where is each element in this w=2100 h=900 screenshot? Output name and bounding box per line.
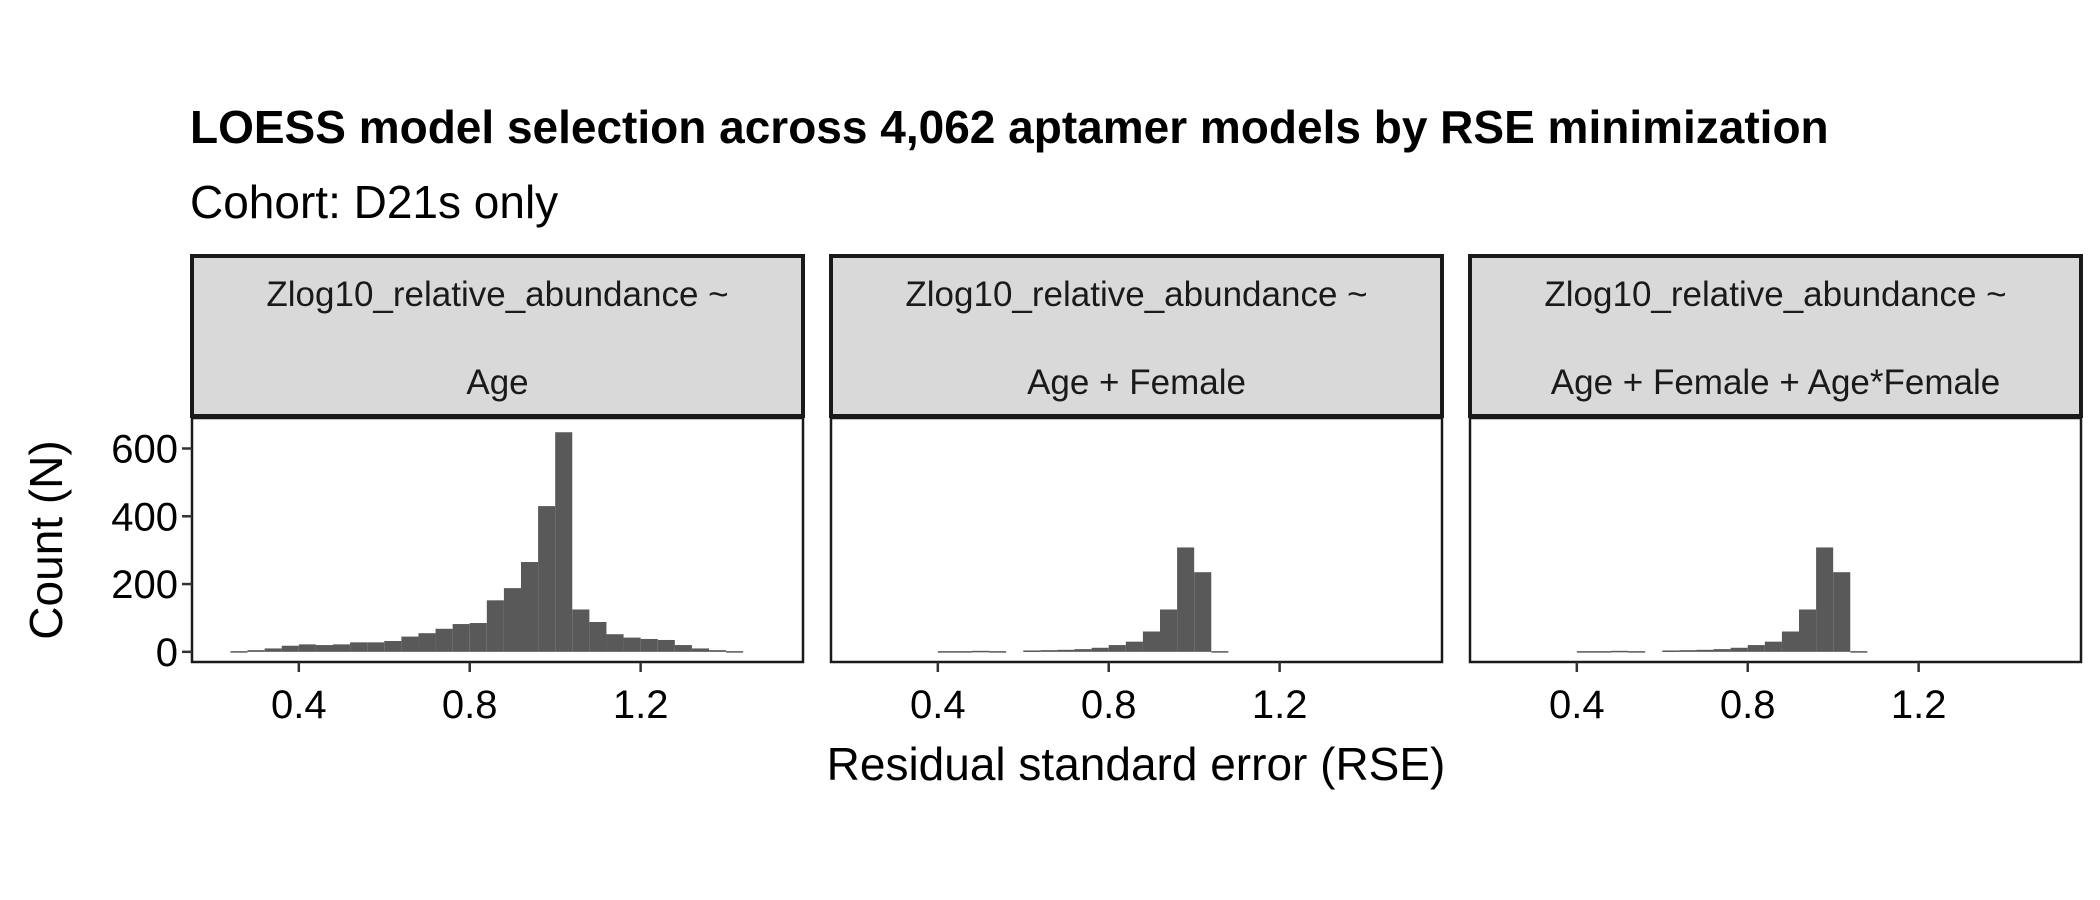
- x-tick-label: 0.8: [1720, 683, 1776, 727]
- histogram-bar: [691, 648, 709, 652]
- histogram-bar: [1576, 651, 1594, 653]
- facet-strip-label-line2: Age: [466, 363, 528, 402]
- facet-panel-3: Zlog10_relative_abundance ~ Age + Female …: [1468, 254, 2083, 727]
- x-tick-label: 0.4: [1549, 683, 1605, 727]
- facet-strip: [1468, 254, 2083, 418]
- histogram-bar: [401, 636, 419, 652]
- y-tick-label: 200: [111, 563, 178, 607]
- histogram-bar: [1833, 572, 1851, 652]
- histogram-bar: [1091, 647, 1109, 652]
- histogram-bar: [1194, 572, 1212, 652]
- histogram-bar: [264, 648, 282, 652]
- facet-strip-label-line1: Zlog10_relative_abundance ~: [266, 275, 728, 314]
- x-tick-label: 0.4: [271, 683, 327, 727]
- y-tick-label: 0: [156, 631, 178, 675]
- histogram-bar: [418, 633, 436, 652]
- histogram-bar: [1662, 650, 1680, 652]
- histogram-bar: [503, 588, 521, 652]
- x-tick-label: 0.8: [1081, 683, 1137, 727]
- histogram-bar: [1850, 651, 1868, 653]
- histogram-bar: [1747, 645, 1765, 652]
- histogram-bar: [709, 650, 727, 652]
- facet-panel-1: Zlog10_relative_abundance ~ Age 0.4 0.8 1.2: [190, 254, 805, 727]
- plot-area: [831, 418, 1442, 662]
- histogram-bar: [350, 642, 368, 652]
- panel-border: [190, 416, 805, 664]
- plot-area: [1470, 418, 2081, 662]
- x-tick-label: 0.8: [442, 683, 498, 727]
- histogram-bar: [972, 650, 990, 653]
- histogram-bar: [384, 640, 402, 652]
- histogram-bar: [1125, 641, 1143, 652]
- histogram-bar: [1074, 649, 1092, 652]
- histogram-bar: [572, 609, 590, 652]
- x-axis-title: Residual standard error (RSE): [827, 738, 1446, 790]
- y-tick-label: 400: [111, 495, 178, 539]
- histogram-bar: [1696, 649, 1714, 652]
- panel-border: [829, 416, 1444, 664]
- histogram-bar: [538, 506, 556, 652]
- facet-strip: [829, 254, 1444, 418]
- histogram-bar: [657, 639, 675, 652]
- histogram-bar: [1628, 651, 1646, 653]
- chart-title: LOESS model selection across 4,062 aptam…: [190, 101, 1829, 153]
- histogram-bar: [281, 645, 299, 652]
- histogram-bar: [555, 432, 573, 652]
- facet-strip-label-line1: Zlog10_relative_abundance ~: [1544, 275, 2006, 314]
- x-tick-label: 1.2: [613, 683, 669, 727]
- x-tick-label: 0.4: [910, 683, 966, 727]
- histogram-bar: [937, 651, 955, 653]
- histogram-bar: [1816, 547, 1834, 652]
- histogram-bar: [954, 651, 972, 653]
- histogram-bar: [230, 651, 248, 653]
- histogram-bar: [452, 624, 470, 652]
- histogram-bar: [606, 634, 624, 652]
- histogram-bar: [1057, 649, 1075, 652]
- histogram-bar: [1679, 650, 1697, 652]
- facet-strip-label-line2: Age + Female + Age*Female: [1551, 363, 2000, 402]
- histogram-bar: [1764, 641, 1782, 652]
- histogram-bar: [367, 642, 385, 652]
- facet-strip-label-line1: Zlog10_relative_abundance ~: [905, 275, 1367, 314]
- histogram-bar: [486, 600, 504, 652]
- histogram-bar: [247, 650, 265, 652]
- histogram-bar: [298, 644, 316, 652]
- y-axis: 0 200 400 600: [111, 428, 192, 675]
- y-tick-label: 600: [111, 428, 178, 472]
- histogram-bar: [1142, 631, 1160, 652]
- facet-strip: [190, 254, 805, 418]
- histogram-bar: [1799, 609, 1817, 652]
- histogram-bar: [435, 628, 453, 652]
- histogram-bar: [1108, 645, 1126, 652]
- histogram-bar: [674, 645, 692, 652]
- histogram-bar: [469, 623, 487, 652]
- histogram-bar: [1177, 547, 1195, 652]
- histogram-bar: [640, 638, 658, 652]
- histogram-bar: [1023, 650, 1041, 652]
- histogram-bar: [623, 637, 641, 652]
- histogram-bar: [589, 622, 607, 652]
- x-tick-label: 1.2: [1252, 683, 1308, 727]
- facet-panel-2: Zlog10_relative_abundance ~ Age + Female 0…: [829, 254, 1444, 727]
- histogram-bar: [1040, 650, 1058, 652]
- facet-strip-label-line2: Age + Female: [1027, 363, 1246, 402]
- histogram-bar: [315, 645, 333, 652]
- histogram-bar: [1611, 650, 1629, 653]
- histogram-bar: [1730, 647, 1748, 652]
- histogram-bar: [521, 562, 539, 652]
- chart-subtitle: Cohort: D21s only: [190, 176, 559, 228]
- histogram-bar: [1211, 651, 1229, 653]
- x-tick-label: 1.2: [1891, 683, 1947, 727]
- histogram-bar: [333, 644, 351, 652]
- histogram-bar: [1781, 631, 1799, 652]
- histogram-bar: [989, 651, 1007, 653]
- histogram-bar: [1160, 609, 1178, 652]
- histogram-bar: [726, 651, 744, 653]
- histogram-bar: [1593, 651, 1611, 653]
- panel-border: [1468, 416, 2083, 664]
- y-axis-title: Count (N): [20, 440, 72, 639]
- histogram-bar: [1713, 649, 1731, 652]
